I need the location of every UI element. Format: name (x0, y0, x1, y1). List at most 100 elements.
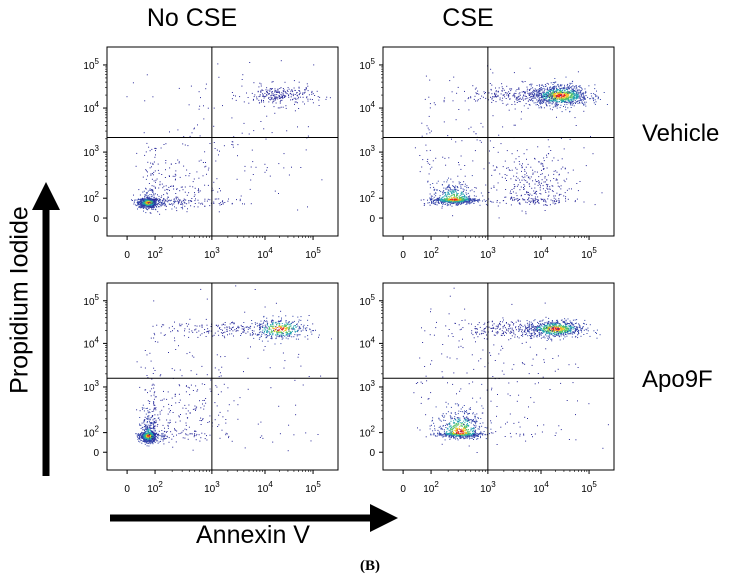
event-dot (488, 198, 490, 200)
event-dot (270, 96, 272, 98)
event-dot (205, 165, 207, 167)
event-dot (521, 167, 523, 169)
event-dot (464, 185, 466, 187)
event-dot (570, 86, 572, 88)
event-dot (204, 184, 206, 186)
event-dot (143, 432, 145, 434)
event-dot (559, 91, 561, 93)
event-dot (530, 166, 532, 168)
event-dot (561, 94, 563, 96)
event-dot (453, 194, 455, 195)
event-dot (150, 206, 152, 208)
event-dot (151, 201, 153, 203)
event-dot (535, 104, 537, 106)
event-dot (221, 201, 223, 202)
event-dot (554, 88, 556, 90)
event-dot (555, 105, 557, 107)
event-dot (499, 99, 501, 101)
event-dot (541, 173, 543, 175)
event-dot (512, 95, 514, 97)
event-dot (155, 147, 157, 149)
event-dot (560, 193, 562, 195)
event-dot (571, 188, 572, 190)
event-dot (545, 96, 546, 98)
event-dot (147, 436, 149, 438)
event-dot (139, 434, 140, 436)
event-dot (516, 96, 518, 98)
event-dot (461, 197, 463, 199)
event-dot (142, 176, 144, 178)
event-dot (526, 90, 528, 92)
event-dot (559, 193, 561, 195)
event-dot (528, 176, 530, 178)
event-dot (291, 94, 293, 96)
event-dot (506, 167, 508, 169)
event-dot (177, 203, 179, 205)
event-dot (154, 429, 156, 431)
event-dot (168, 408, 170, 410)
event-dot (141, 202, 142, 204)
event-dot (180, 432, 182, 434)
event-dot (145, 199, 147, 201)
event-dot (552, 100, 554, 101)
event-dot (482, 96, 484, 98)
event-dot (281, 99, 283, 101)
event-dot (222, 202, 224, 204)
event-dot (495, 101, 497, 103)
event-dot (175, 198, 177, 200)
event-dot (294, 110, 296, 112)
event-dot (145, 201, 147, 203)
event-dot (536, 89, 538, 91)
event-dot (283, 94, 285, 96)
event-dot (506, 174, 508, 176)
event-dot (290, 96, 292, 98)
event-dot (288, 88, 290, 90)
event-dot (145, 408, 147, 409)
event-dot (593, 97, 595, 99)
event-dot (567, 95, 569, 97)
event-dot (566, 94, 568, 96)
event-dot (157, 163, 159, 165)
event-dot (267, 89, 269, 91)
event-dot (516, 150, 518, 152)
event-dot (576, 101, 578, 103)
event-dot (546, 186, 548, 188)
event-dot (169, 176, 170, 177)
event-dot (524, 199, 526, 201)
event-dot (501, 90, 503, 91)
event-dot (533, 201, 535, 203)
event-dot (145, 151, 147, 153)
event-dot (543, 94, 545, 96)
event-dot (563, 95, 565, 97)
population-2 (231, 80, 331, 109)
event-dot (504, 92, 506, 94)
event-dot (499, 202, 501, 204)
event-dot (547, 92, 549, 94)
event-dot (515, 98, 517, 100)
event-dot (154, 404, 156, 406)
event-dot (573, 87, 575, 89)
event-dot (540, 87, 542, 88)
event-dot (302, 101, 304, 103)
event-dot (496, 189, 498, 191)
event-dot (136, 199, 138, 201)
event-dot (545, 102, 547, 104)
event-dot (154, 200, 156, 202)
event-dot (164, 202, 166, 204)
event-dot (262, 93, 263, 95)
event-dot (464, 183, 466, 185)
event-dot (502, 200, 504, 202)
event-dot (513, 187, 515, 189)
event-dot (465, 201, 467, 202)
event-dot (526, 86, 528, 88)
event-dot (456, 195, 457, 196)
event-dot (269, 88, 271, 90)
event-dot (256, 98, 258, 100)
event-dot (144, 441, 146, 443)
population-0 (135, 401, 189, 447)
event-dot (261, 101, 262, 103)
event-dot (156, 178, 158, 180)
event-dot (164, 199, 166, 201)
event-dot (518, 161, 520, 162)
event-dot (569, 83, 571, 85)
